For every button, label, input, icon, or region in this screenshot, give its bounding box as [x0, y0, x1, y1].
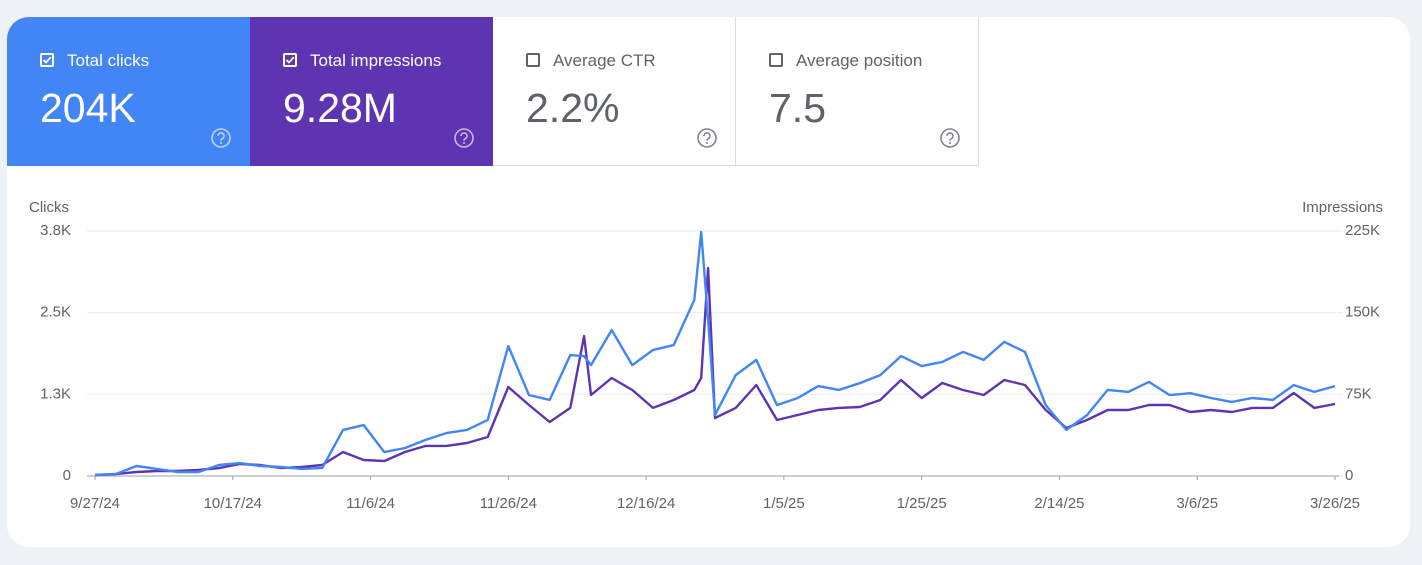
help-circle [211, 128, 231, 148]
x-tick-label: 3/6/25 [1176, 495, 1218, 512]
y2-tick-label: 0 [1345, 467, 1353, 484]
help-dot [949, 142, 951, 144]
y2-tick-label: 225K [1345, 222, 1380, 239]
help-glyph [217, 132, 225, 141]
x-tick-label: 1/25/25 [897, 495, 947, 512]
help-dot [463, 142, 465, 144]
x-tick-label: 11/26/24 [480, 495, 537, 512]
y2-axis-label: Impressions [1302, 199, 1383, 216]
checkbox[interactable] [40, 53, 54, 67]
y-tick-label: 3.8K [40, 222, 71, 239]
metric-value: 2.2% [526, 85, 620, 131]
y2-tick-label: 150K [1345, 304, 1380, 321]
help-icon[interactable] [939, 127, 961, 149]
checkmark [285, 56, 295, 64]
series-line [94, 266, 1336, 477]
checkmark [42, 56, 52, 64]
y-tick-label: 2.5K [40, 304, 71, 321]
help-circle [697, 128, 717, 148]
help-icon[interactable] [696, 127, 718, 149]
metric-tile[interactable]: Total impressions 9.28M [250, 17, 493, 166]
series-line [94, 230, 1336, 477]
metric-label: Average position [796, 51, 923, 70]
x-tick-label: 11/6/24 [346, 495, 395, 512]
y-axis-label: Clicks [29, 199, 69, 216]
metric-tile[interactable]: Total clicks 204K [7, 17, 250, 166]
x-tick-label: 9/27/24 [70, 495, 120, 512]
performance-card: Total clicks 204K Total impressions 9.28M Av… [7, 17, 1410, 547]
help-glyph [946, 132, 954, 141]
check-path [285, 56, 295, 64]
chart: Clicks Impressions 0 1.3K 2.5K 3.8K 0 75K 150K… [29, 199, 1383, 512]
y-tick-label: 1.3K [40, 385, 71, 402]
checkbox[interactable] [526, 53, 540, 67]
checkbox[interactable] [283, 53, 297, 67]
metric-label: Total impressions [310, 51, 442, 70]
metric-tile[interactable]: Average CTR 2.2% [493, 17, 736, 166]
help-circle [454, 128, 474, 148]
help-icon[interactable] [453, 127, 475, 149]
x-tick-label: 3/26/25 [1310, 495, 1360, 512]
metric-value: 9.28M [283, 85, 397, 131]
help-circle [940, 128, 960, 148]
metric-label: Average CTR [553, 51, 656, 70]
x-tick-label: 12/16/24 [617, 495, 675, 512]
x-tick-label: 1/5/25 [763, 495, 805, 512]
check-path [42, 56, 52, 64]
metric-tile[interactable]: Average position 7.5 [736, 17, 979, 166]
metric-label: Total clicks [67, 51, 150, 70]
help-icon[interactable] [210, 127, 232, 149]
help-glyph [703, 132, 711, 141]
metric-value: 204K [40, 85, 136, 131]
x-tick-label: 10/17/24 [204, 495, 262, 512]
help-dot [220, 142, 222, 144]
checkbox[interactable] [769, 53, 783, 67]
help-dot [706, 142, 708, 144]
y2-tick-label: 75K [1345, 385, 1372, 402]
help-glyph [460, 132, 468, 141]
x-tick-label: 2/14/25 [1034, 495, 1084, 512]
y-tick-label: 0 [63, 467, 71, 484]
metric-value: 7.5 [769, 85, 826, 131]
